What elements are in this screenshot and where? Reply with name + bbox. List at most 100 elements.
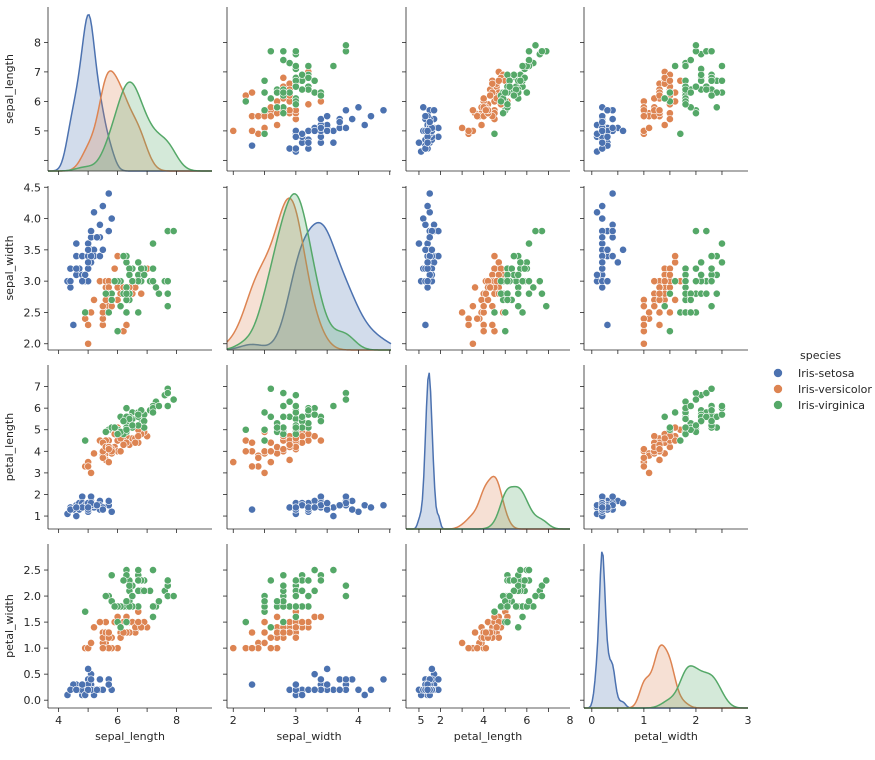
data-point-Iris-virginica <box>707 47 716 56</box>
data-point-Iris-virginica <box>525 47 533 56</box>
data-point-Iris-virginica <box>128 421 137 430</box>
data-point-Iris-virginica <box>113 430 122 438</box>
y-tick-label: 2.0 <box>24 590 42 603</box>
data-point-Iris-virginica <box>697 417 706 426</box>
data-point-Iris-virginica <box>101 592 110 600</box>
data-point-Iris-virginica <box>531 227 540 235</box>
y-tick-label: 3.5 <box>24 244 42 257</box>
data-point-Iris-setosa <box>316 124 325 132</box>
data-point-Iris-setosa <box>423 685 432 694</box>
data-point-Iris-virginica <box>697 70 706 79</box>
data-point-Iris-setosa <box>298 129 307 138</box>
x-axis-label-sepal_length: sepal_length <box>95 730 165 743</box>
x-tick-label: 8 <box>567 714 574 727</box>
panel-grid: 5 6 7 8 sepal_length 2.0 2.5 3.0 3.5 4.0 4.5 sepal_… <box>3 7 752 743</box>
data-point-Iris-setosa <box>335 501 344 510</box>
data-point-Iris-setosa <box>619 245 627 254</box>
data-point-Iris-versicolor <box>90 296 98 304</box>
data-point-Iris-virginica <box>291 47 300 56</box>
data-point-Iris-versicolor <box>298 618 307 626</box>
data-point-Iris-virginica <box>128 277 137 286</box>
data-point-Iris-virginica <box>279 618 288 626</box>
data-point-Iris-virginica <box>122 404 131 413</box>
data-point-Iris-setosa <box>72 503 81 512</box>
data-point-Iris-virginica <box>119 252 128 261</box>
data-point-Iris-versicolor <box>260 468 269 477</box>
data-point-Iris-setosa <box>367 112 375 121</box>
kde-fill-Iris-virginica <box>584 665 748 708</box>
panel-sepal_length-vs-sepal_width <box>223 7 391 175</box>
data-point-Iris-versicolor <box>666 115 674 123</box>
data-point-Iris-versicolor <box>98 644 107 653</box>
data-point-Iris-versicolor <box>122 321 131 329</box>
data-point-Iris-virginica <box>107 296 116 304</box>
kde-fill-Iris-versicolor <box>584 644 748 708</box>
data-point-Iris-setosa <box>316 492 325 501</box>
data-point-Iris-versicolor <box>279 73 288 82</box>
data-point-Iris-setosa <box>603 277 612 286</box>
data-point-Iris-setosa <box>104 227 113 235</box>
data-point-Iris-virginica <box>125 581 134 590</box>
data-point-Iris-virginica <box>702 412 711 421</box>
data-point-Iris-setosa <box>367 685 375 694</box>
data-point-Iris-virginica <box>316 576 325 585</box>
data-point-Iris-setosa <box>323 499 332 508</box>
data-point-Iris-virginica <box>686 56 695 64</box>
data-point-Iris-virginica <box>134 258 143 267</box>
data-point-Iris-virginica <box>666 289 674 298</box>
data-point-Iris-virginica <box>310 586 319 595</box>
data-point-Iris-setosa <box>603 132 612 141</box>
legend-marker-virginica <box>773 400 783 410</box>
data-point-Iris-virginica <box>316 417 325 426</box>
data-point-Iris-virginica <box>260 408 269 417</box>
data-point-Iris-virginica <box>707 76 716 85</box>
data-point-Iris-virginica <box>692 227 700 235</box>
data-point-Iris-virginica <box>692 109 700 118</box>
data-point-Iris-setosa <box>608 492 617 501</box>
data-point-Iris-setosa <box>316 675 325 684</box>
data-point-Iris-virginica <box>149 277 157 286</box>
data-point-Iris-virginica <box>686 402 695 410</box>
data-point-Iris-versicolor <box>90 449 98 458</box>
data-point-Iris-virginica <box>291 100 300 109</box>
data-point-Iris-setosa <box>348 115 357 123</box>
x-tick-label: 0 <box>588 714 595 727</box>
x-tick-label: 6 <box>114 714 121 727</box>
data-point-Iris-virginica <box>676 436 685 445</box>
kde-fill-Iris-setosa <box>584 551 748 708</box>
data-point-Iris-setosa <box>291 680 300 689</box>
data-point-Iris-virginica <box>260 129 269 138</box>
kde-fill-Iris-versicolor <box>48 70 212 171</box>
x-tick-label: 8 <box>173 714 180 727</box>
data-point-Iris-setosa <box>427 665 436 673</box>
data-point-Iris-virginica <box>241 618 250 626</box>
data-point-Iris-virginica <box>490 607 499 616</box>
data-point-Iris-virginica <box>525 289 533 298</box>
data-point-Iris-versicolor <box>655 321 664 329</box>
data-point-Iris-virginica <box>149 239 157 248</box>
data-point-Iris-setosa <box>379 675 388 684</box>
data-point-Iris-virginica <box>81 308 90 317</box>
y-tick-label: 1 <box>34 510 41 523</box>
data-point-Iris-setosa <box>93 685 101 694</box>
data-point-Iris-virginica <box>712 103 721 112</box>
x-axis-label-sepal_width: sepal_width <box>276 730 341 743</box>
data-point-Iris-virginica <box>514 289 523 298</box>
y-tick-label: 2.5 <box>24 306 42 319</box>
data-point-Iris-virginica <box>291 592 300 600</box>
data-point-Iris-setosa <box>342 675 350 684</box>
data-point-Iris-virginica <box>291 408 300 417</box>
data-point-Iris-setosa <box>78 277 87 286</box>
data-point-Iris-virginica <box>505 82 514 91</box>
data-point-Iris-setosa <box>598 202 607 210</box>
data-point-Iris-versicolor <box>241 447 250 456</box>
data-point-Iris-versicolor <box>316 612 325 621</box>
data-point-Iris-setosa <box>434 124 443 132</box>
panel-petal_length-vs-sepal_width <box>223 365 391 533</box>
data-point-Iris-versicolor <box>134 432 143 441</box>
data-point-Iris-versicolor <box>655 289 664 298</box>
y-tick-label: 4 <box>34 445 41 458</box>
data-point-Iris-virginica <box>122 618 131 626</box>
data-point-Iris-virginica <box>169 227 178 235</box>
kde-fill-Iris-versicolor <box>406 476 570 529</box>
